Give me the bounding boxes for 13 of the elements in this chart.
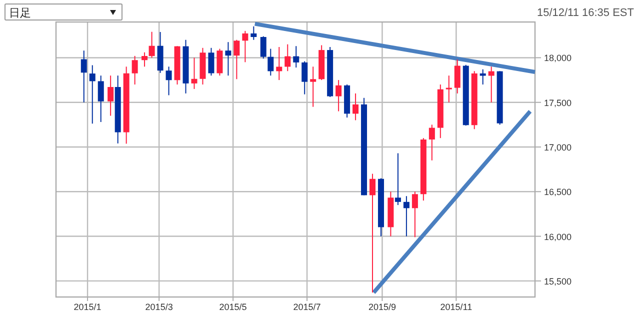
x-tick-label: 2015/5 bbox=[219, 302, 247, 312]
y-tick-label: 17,000 bbox=[544, 142, 572, 152]
x-tick-label: 2015/9 bbox=[368, 302, 396, 312]
x-tick-label: 2015/11 bbox=[440, 302, 472, 312]
x-tick-label: 2015/1 bbox=[74, 302, 102, 312]
y-tick-label: 16,000 bbox=[544, 232, 572, 242]
text: 15/12/11 16:35 EST bbox=[536, 7, 634, 19]
y-tick-label: 17,500 bbox=[544, 98, 572, 108]
x-tick-label: 2015/7 bbox=[293, 302, 321, 312]
y-tick-label: 16,500 bbox=[544, 187, 572, 198]
y-tick-label: 15,500 bbox=[544, 276, 572, 286]
x-tick-label: 2015/3 bbox=[145, 302, 173, 312]
y-tick-label: 18,000 bbox=[544, 53, 572, 64]
